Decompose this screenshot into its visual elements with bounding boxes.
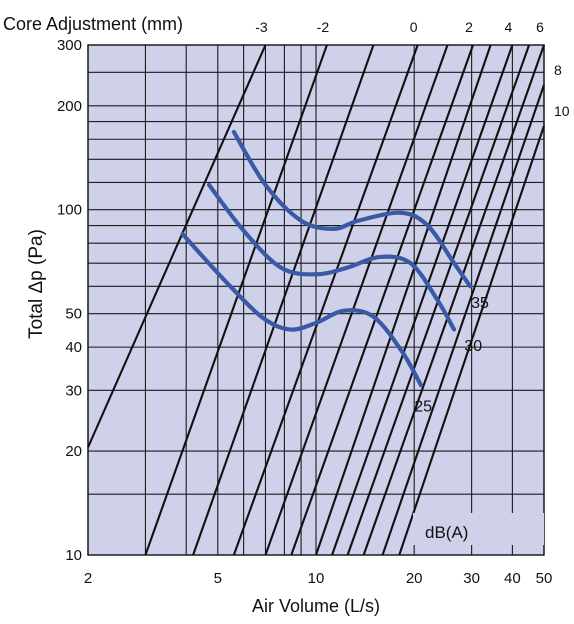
core-adjustment-line: [290, 44, 475, 556]
core-adjustment-line: [398, 125, 545, 556]
core-adjustment-label: 6: [536, 19, 544, 35]
core-adjustment-line: [381, 84, 545, 556]
x-axis-ticks: 2 5 10 20 30 40 50: [84, 570, 553, 587]
y-axis-ticks: 10 20 30 40 50 100 200 300: [57, 37, 82, 564]
y-tick-label: 20: [65, 443, 82, 460]
x-axis-label: Air Volume (L/s): [252, 596, 380, 616]
core-adjustment-label: 0: [410, 19, 418, 35]
chart-title: Core Adjustment (mm): [3, 14, 183, 34]
y-tick-label: 100: [57, 202, 82, 219]
series-label: 25: [414, 399, 432, 416]
x-tick-label: 2: [84, 570, 92, 587]
series-labels: 35 30 25: [414, 295, 489, 416]
x-tick-label: 5: [214, 570, 222, 587]
legend-box: [413, 513, 544, 545]
series-label: 30: [464, 338, 482, 355]
y-axis-label: Total Δp (Pa): [26, 229, 47, 339]
core-adjustment-label: -2: [317, 19, 330, 35]
y-tick-label: 40: [65, 339, 82, 356]
core-adjustment-lines: [87, 44, 545, 556]
core-adjustment-line: [331, 44, 514, 556]
y-tick-label: 10: [65, 547, 82, 564]
core-adjustment-line: [87, 44, 267, 448]
x-tick-label: 20: [406, 570, 423, 587]
core-adjustment-line: [192, 44, 375, 556]
x-tick-label: 40: [504, 570, 521, 587]
core-adjustment-label: -3: [255, 19, 268, 35]
y-tick-label: 200: [57, 98, 82, 115]
x-tick-label: 10: [308, 570, 325, 587]
core-adjustment-label: 10: [554, 103, 570, 119]
y-tick-label: 30: [65, 382, 82, 399]
x-tick-label: 30: [463, 570, 480, 587]
core-adjustment-label: 4: [504, 19, 512, 35]
core-adjustment-label: 8: [554, 62, 562, 78]
y-tick-label: 300: [57, 37, 82, 54]
core-adjustment-line: [315, 44, 492, 556]
core-adjustment-labels: -3 -2 0 2 4 6 8 10: [255, 19, 570, 119]
core-adjustment-label: 2: [465, 19, 473, 35]
core-adjustment-line: [144, 44, 328, 556]
sound-level-curves: [180, 129, 473, 388]
series-label: 35: [471, 295, 489, 312]
x-tick-label: 50: [536, 570, 553, 587]
sound-curve-30: [206, 182, 457, 332]
core-adjustment-line: [362, 44, 545, 556]
sound-curve-25: [180, 232, 424, 388]
sound-curve-35: [231, 129, 473, 289]
plot-frame: [87, 44, 545, 556]
y-tick-label: 50: [65, 306, 82, 323]
legend-label: dB(A): [425, 523, 468, 542]
core-adjustment-line: [264, 44, 449, 556]
core-adjustment-line: [232, 44, 419, 556]
